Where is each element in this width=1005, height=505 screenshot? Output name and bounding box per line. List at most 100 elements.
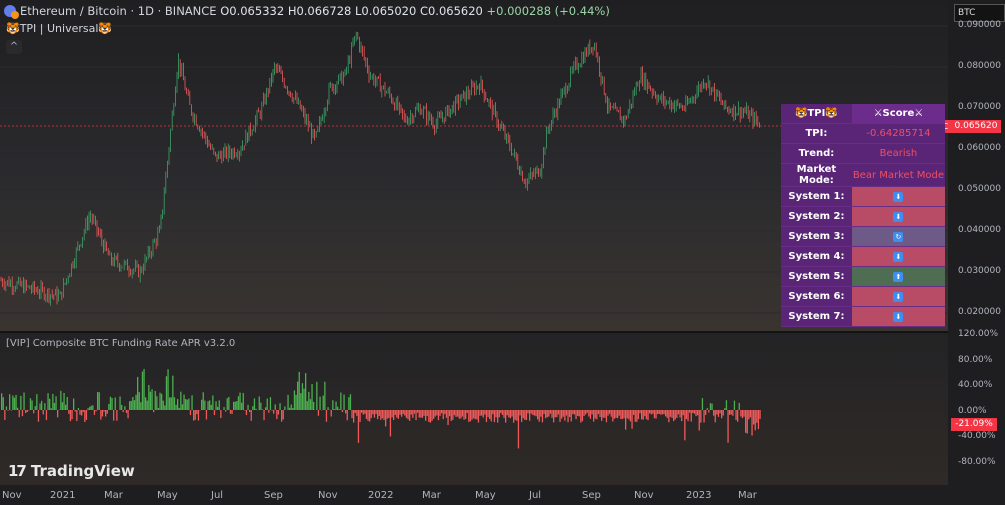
funding-bar (607, 410, 609, 416)
funding-bar (628, 410, 630, 420)
funding-bar (170, 397, 172, 410)
funding-bar (385, 410, 387, 427)
arrow-down-icon: ⬇ (893, 312, 904, 322)
funding-bar (473, 410, 475, 419)
funding-bar (282, 410, 284, 420)
funding-bar (465, 410, 467, 419)
time-axis[interactable] (0, 485, 948, 505)
arrow-down-icon: ⬇ (893, 212, 904, 222)
funding-bar (265, 407, 267, 410)
symbol-title[interactable]: Ethereum / Bitcoin · 1D · BINANCE (20, 4, 217, 18)
funding-bar (647, 410, 649, 421)
funding-bar (429, 410, 432, 423)
price-axis[interactable] (948, 0, 1005, 485)
funding-bar (113, 410, 115, 421)
funding-bar (271, 410, 273, 411)
funding-bar (593, 410, 595, 422)
funding-bar (249, 410, 251, 413)
funding-bar (81, 410, 83, 416)
funding-bar (186, 399, 188, 410)
funding-bar (26, 410, 28, 413)
funding-bar (57, 410, 59, 418)
funding-bar (242, 392, 244, 410)
time-tick: 2023 (686, 490, 712, 501)
funding-bar (317, 410, 320, 416)
funding-bar (157, 407, 160, 410)
funding-bar (66, 396, 68, 410)
funding-bar (106, 410, 108, 414)
funding-bar (52, 393, 54, 410)
funding-bar (33, 410, 35, 414)
funding-bar (503, 410, 505, 418)
funding-bar (673, 410, 675, 422)
funding-bar (341, 410, 344, 413)
funding-bar (612, 410, 614, 422)
system-signal: ↻ (851, 227, 945, 247)
funding-indicator-label[interactable]: [VIP] Composite BTC Funding Rate APR v3.… (6, 338, 236, 349)
time-tick: Mar (104, 490, 123, 501)
funding-bar (655, 410, 657, 419)
collapse-icon[interactable]: ^ (6, 40, 22, 54)
funding-bar (386, 410, 388, 419)
funding-bar (21, 410, 24, 417)
funding-bar (1, 393, 3, 410)
tpi-header: 🐯TPI🐯 (781, 104, 852, 124)
funding-bar (84, 410, 86, 423)
funding-bar (300, 393, 302, 410)
tradingview-logo[interactable]: 17 TradingView (8, 462, 135, 480)
funding-bar (45, 410, 48, 421)
funding-bar (623, 410, 625, 419)
funding-bar (690, 410, 692, 422)
funding-bar (681, 410, 683, 422)
chart-legend: Ethereum / Bitcoin · 1D · BINANCE O0.065… (4, 4, 610, 19)
funding-bar (12, 395, 14, 410)
market-mode-label: Market Mode: (781, 164, 852, 187)
funding-bar (364, 410, 366, 414)
funding-bar (71, 410, 73, 420)
funding-bar (97, 392, 99, 410)
funding-bar (357, 410, 360, 443)
chart-canvas[interactable] (0, 0, 948, 485)
funding-bar (202, 392, 204, 410)
funding-bar (498, 410, 500, 418)
funding-bar (433, 410, 435, 419)
funding-bar (90, 405, 92, 410)
funding-bar (351, 410, 353, 419)
pane-divider[interactable] (0, 331, 1005, 333)
system-label: System 3: (781, 227, 852, 247)
funding-bar (484, 410, 486, 415)
funding-bar (151, 389, 153, 410)
funding-bar (380, 410, 382, 420)
tradingview-logo-icon: 17 (8, 462, 27, 480)
funding-bar (213, 410, 216, 416)
funding-bar (641, 410, 643, 420)
funding-bar (562, 410, 564, 417)
funding-bar (177, 399, 179, 410)
funding-bar (756, 410, 758, 423)
indicator-label[interactable]: 🐯TPI | Universal🐯 (6, 22, 113, 35)
funding-bar (15, 394, 17, 410)
funding-bar (76, 410, 78, 421)
funding-bar (573, 410, 576, 415)
funding-bar (524, 410, 526, 420)
funding-bar (417, 410, 419, 413)
funding-bar (193, 410, 195, 421)
currency-selector[interactable]: BTC (954, 4, 1005, 22)
funding-bar (29, 398, 32, 410)
funding-bar (554, 410, 556, 418)
system-label: System 5: (781, 267, 852, 287)
funding-bar (77, 407, 80, 410)
funding-bar (487, 410, 489, 418)
funding-bar (754, 410, 756, 431)
time-tick: 2022 (368, 490, 394, 501)
funding-bar (538, 410, 540, 422)
funding-bar (383, 410, 385, 421)
funding-bar (634, 410, 636, 422)
funding-bar (527, 410, 529, 414)
funding-bar (657, 410, 659, 415)
funding-bar (633, 410, 635, 415)
funding-bar (276, 410, 278, 420)
funding-bar (127, 410, 129, 419)
funding-bar (505, 410, 507, 423)
funding-bar (354, 410, 356, 413)
